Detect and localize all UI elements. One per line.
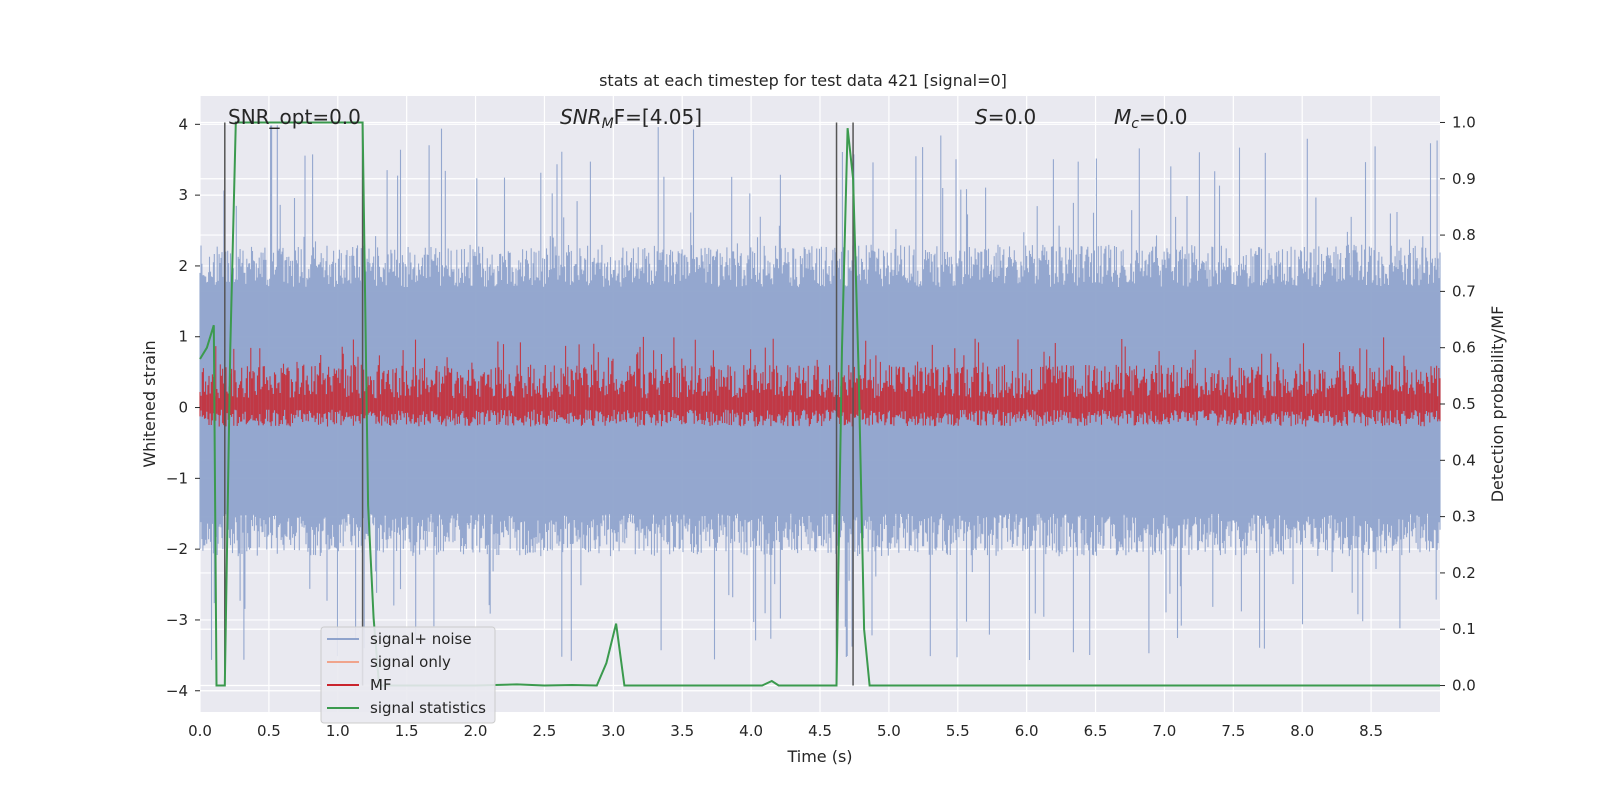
y2-tick-label-2: 0.8: [1452, 226, 1476, 244]
mf-trace: [199, 336, 1441, 427]
y2-tick-label-9: 0.1: [1452, 620, 1476, 638]
annotation-snr-opt: SNR_opt=0.0: [228, 105, 361, 129]
y-axis-label: Whitened strain: [140, 340, 159, 467]
s-rest: =0.0: [988, 105, 1037, 129]
legend-label-noise: signal+ noise: [370, 630, 472, 648]
x-ticks: 0.0 0.5 1.0 1.5 2.0 2.5 3.0 3.5 4.0 4.5 5.0 5.5 6.0 6…: [188, 722, 1383, 740]
legend-label-signal-only: signal only: [370, 653, 451, 671]
snr-mf-base: SNR: [560, 105, 602, 129]
x-tick-label-8: 4.0: [739, 722, 763, 740]
y-tick-label-0: 4: [178, 115, 188, 133]
y-tick-label-6: −2: [166, 540, 188, 558]
x-tick-label-12: 6.0: [1015, 722, 1039, 740]
x-tick-label-7: 3.5: [670, 722, 694, 740]
y2-tick-label-0: 1.0: [1452, 113, 1476, 131]
annotation-mc: Mc=0.0: [1114, 105, 1188, 132]
snr-mf-sub: M: [602, 116, 614, 132]
snr-mf-rest: F=[4.05]: [614, 105, 702, 129]
vertical-markers: [224, 122, 854, 686]
y2-ticks: 1.0 0.9 0.8 0.7 0.6 0.5 0.4 0.3 0.2 0.1 0.0: [1440, 113, 1476, 695]
x-tick-label-15: 7.5: [1221, 722, 1245, 740]
y-tick-label-5: −1: [166, 469, 188, 487]
x-tick-label-13: 6.5: [1084, 722, 1108, 740]
y2-tick-label-7: 0.3: [1452, 508, 1476, 526]
legend-box: [320, 626, 496, 724]
legend: signal+ noise signal only MF signal stat…: [320, 626, 496, 724]
x-tick-label-2: 1.0: [326, 722, 350, 740]
x-tick-label-1: 0.5: [257, 722, 281, 740]
y2-axis-label: Detection probability/MF: [1488, 306, 1507, 503]
y-tick-label-2: 2: [178, 257, 188, 275]
mc-base: M: [1114, 105, 1131, 129]
x-axis-label: Time (s): [786, 747, 852, 766]
y2-tick-label-8: 0.2: [1452, 564, 1476, 582]
y2-tick-label-3: 0.7: [1452, 282, 1476, 300]
y-tick-label-1: 3: [178, 186, 188, 204]
s-base: S: [975, 105, 988, 129]
x-tick-label-14: 7.0: [1153, 722, 1177, 740]
y2-tick-label-10: 0.0: [1452, 677, 1476, 695]
y2-tick-label-1: 0.9: [1452, 170, 1476, 188]
y-tick-label-7: −3: [166, 611, 188, 629]
x-tick-label-17: 8.5: [1359, 722, 1383, 740]
annotation-snr-mf: SNRMF=[4.05]: [560, 105, 702, 132]
signal-statistics-line: [199, 121, 1440, 687]
x-tick-label-5: 2.5: [533, 722, 557, 740]
x-tick-label-0: 0.0: [188, 722, 212, 740]
x-tick-label-3: 1.5: [395, 722, 419, 740]
legend-label-stats: signal statistics: [370, 699, 486, 717]
x-tick-label-9: 4.5: [808, 722, 832, 740]
x-tick-label-6: 3.0: [601, 722, 625, 740]
y2-tick-label-6: 0.4: [1452, 451, 1476, 469]
x-tick-label-11: 5.5: [946, 722, 970, 740]
annotation-s: S=0.0: [975, 105, 1036, 129]
x-tick-label-16: 8.0: [1290, 722, 1314, 740]
y-tick-label-3: 1: [178, 328, 188, 346]
legend-label-mf: MF: [370, 676, 392, 694]
y2-tick-label-4: 0.6: [1452, 339, 1476, 357]
series-mf: [199, 336, 1441, 427]
series-signal-statistics: [199, 121, 1440, 687]
x-tick-label-10: 5.0: [877, 722, 901, 740]
chart-title: stats at each timestep for test data 421…: [599, 71, 1007, 90]
y-tick-label-4: 0: [178, 399, 188, 417]
x-tick-label-4: 2.0: [464, 722, 488, 740]
y2-tick-label-5: 0.5: [1452, 395, 1476, 413]
mc-sub: c: [1131, 116, 1139, 132]
y-ticks: 4 3 2 1 0 −1 −2 −3 −4: [166, 115, 200, 700]
y-tick-label-8: −4: [166, 682, 188, 700]
mc-rest: =0.0: [1139, 105, 1188, 129]
